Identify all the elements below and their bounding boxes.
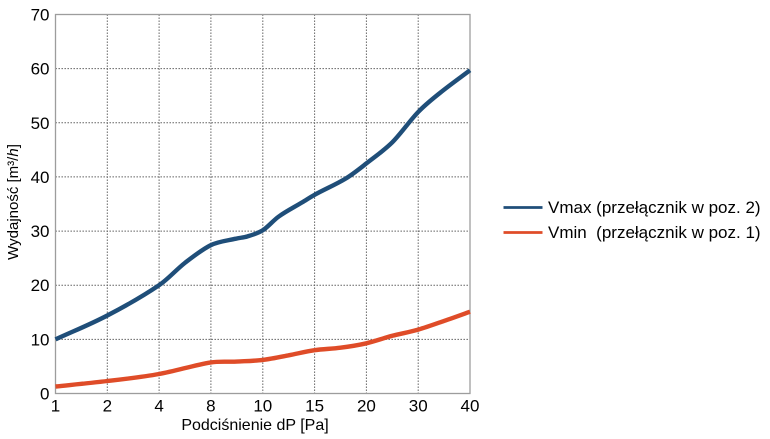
svg-text:Podciśnienie dP [Pa]: Podciśnienie dP [Pa] <box>181 417 328 434</box>
svg-text:70: 70 <box>31 6 50 25</box>
svg-text:Vmax (przełącznik w poz. 2): Vmax (przełącznik w poz. 2) <box>548 198 761 217</box>
svg-text:8: 8 <box>206 397 215 416</box>
svg-text:15: 15 <box>305 397 324 416</box>
svg-text:Wydajność [m³/h]: Wydajność [m³/h] <box>5 144 22 260</box>
svg-text:30: 30 <box>31 222 50 241</box>
svg-text:60: 60 <box>31 60 50 79</box>
svg-text:10: 10 <box>31 330 50 349</box>
svg-text:0: 0 <box>40 385 49 404</box>
svg-text:20: 20 <box>31 276 50 295</box>
svg-text:20: 20 <box>357 397 376 416</box>
svg-text:2: 2 <box>103 397 112 416</box>
svg-text:40: 40 <box>31 168 50 187</box>
svg-text:40: 40 <box>461 397 480 416</box>
svg-text:30: 30 <box>409 397 428 416</box>
svg-text:1: 1 <box>51 397 60 416</box>
svg-text:50: 50 <box>31 114 50 133</box>
svg-text:Vmin (przełącznik w poz. 1): Vmin (przełącznik w poz. 1) <box>548 223 761 242</box>
svg-text:10: 10 <box>253 397 272 416</box>
svg-text:4: 4 <box>154 397 163 416</box>
